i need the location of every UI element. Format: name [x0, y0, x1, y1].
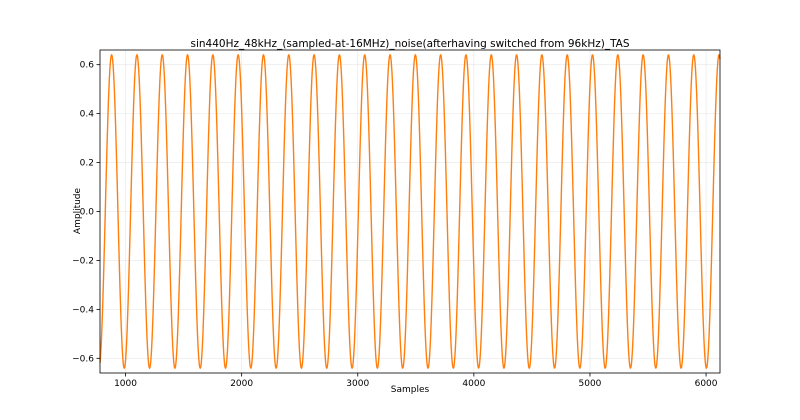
x-tick-label: 5000 — [579, 379, 602, 389]
series-group — [99, 53, 721, 370]
y-axis-label: Amplitude — [73, 187, 83, 234]
y-tick-label: 0.2 — [80, 159, 94, 169]
y-tick-label: −0.4 — [72, 305, 94, 315]
y-tick-label: 0.6 — [80, 61, 95, 71]
series-line — [99, 53, 721, 370]
x-axis: 1000 2000 3000 4000 5000 6000 — [114, 373, 718, 389]
x-axis-label: Samples — [391, 385, 430, 395]
x-tick-label: 1000 — [114, 379, 137, 389]
y-tick-label: −0.6 — [72, 354, 94, 364]
y-tick-label: −0.2 — [72, 256, 94, 266]
y-tick-label: 0.0 — [80, 208, 95, 218]
x-tick-label: 6000 — [695, 379, 718, 389]
x-tick-label: 2000 — [230, 379, 253, 389]
x-tick-label: 4000 — [462, 379, 485, 389]
x-tick-label: 3000 — [346, 379, 369, 389]
y-axis: −0.6 −0.4 −0.2 0.0 0.2 0.4 0.6 — [72, 61, 100, 364]
chart-title: sin440Hz_48kHz_(sampled-at-16MHz)_noise(… — [190, 38, 629, 50]
y-tick-label: 0.4 — [80, 110, 95, 120]
